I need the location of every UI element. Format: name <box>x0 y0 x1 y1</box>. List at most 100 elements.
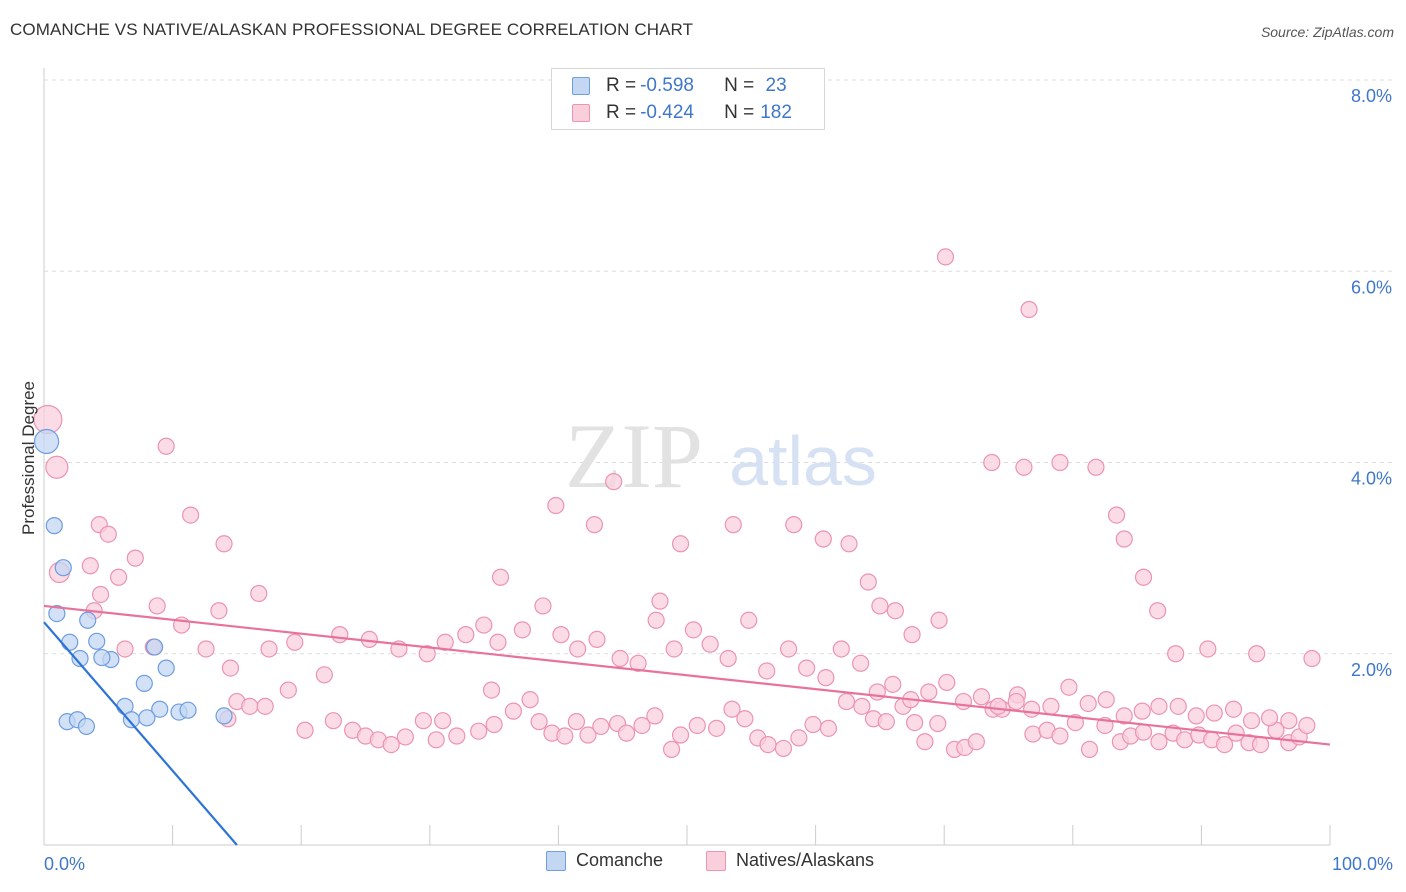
native-point <box>938 673 956 692</box>
legend-item-comanche[interactable]: Comanche <box>546 850 663 871</box>
native-point <box>569 640 587 658</box>
legend-n-value: 23 <box>760 75 787 96</box>
comanche-point <box>79 611 97 629</box>
comanche-point <box>88 632 106 650</box>
comanche-point <box>145 638 164 656</box>
native-point <box>647 611 665 629</box>
native-point <box>250 584 268 603</box>
y-tick-label: 2.0% <box>1351 660 1392 680</box>
native-point <box>1134 568 1153 586</box>
native-point <box>315 666 333 684</box>
native-point <box>547 496 565 515</box>
native-point <box>929 714 947 733</box>
native-point <box>853 697 871 715</box>
legend-row-native: R = -0.424 N = 182 <box>572 101 792 125</box>
native-point <box>1242 712 1261 730</box>
native-point <box>382 735 400 754</box>
native-point <box>396 728 414 746</box>
legend-swatch-native <box>572 104 590 122</box>
native-point <box>605 473 623 491</box>
native-point <box>785 516 803 534</box>
native-point <box>116 640 134 658</box>
y-tick-label: 8.0% <box>1351 86 1392 106</box>
native-point <box>967 733 985 751</box>
comanche-point <box>45 517 63 535</box>
native-point <box>701 635 719 653</box>
native-point <box>99 525 117 543</box>
native-point <box>886 602 904 620</box>
native-point <box>665 640 683 658</box>
native-point <box>482 681 501 699</box>
comanche-point <box>135 674 153 692</box>
native-point <box>1060 678 1078 696</box>
native-point <box>684 621 703 639</box>
native-point <box>804 715 822 734</box>
native-point <box>585 516 604 534</box>
x-tick-label: 100.0% <box>1332 854 1393 874</box>
native-point <box>832 640 850 658</box>
native-point <box>1079 694 1097 713</box>
native-point <box>457 626 475 644</box>
native-point <box>489 633 507 651</box>
native-point <box>1251 735 1270 754</box>
native-point <box>629 654 647 672</box>
native-point <box>331 626 349 644</box>
native-point <box>903 626 921 644</box>
native-point <box>256 697 274 715</box>
native-point <box>241 697 259 715</box>
native-point <box>790 729 808 747</box>
axes <box>43 68 1331 846</box>
native-point <box>1133 702 1151 720</box>
native-point <box>534 597 552 615</box>
legend-r-label: R = <box>606 102 637 123</box>
native-point <box>567 713 586 731</box>
comanche-point <box>179 701 197 719</box>
native-point <box>485 715 503 734</box>
series-legend: Comanche Natives/Alaskans <box>0 850 1406 878</box>
comanche-point <box>157 659 175 677</box>
native-point <box>592 717 610 736</box>
native-point <box>779 640 798 658</box>
y-tick-label: 4.0% <box>1351 469 1392 489</box>
legend-swatch-comanche <box>546 850 566 871</box>
native-point <box>671 535 690 553</box>
x-tick-label: 0.0% <box>44 854 85 874</box>
gridlines <box>44 79 1392 655</box>
y-axis-title: Professional Degree <box>19 381 38 535</box>
native-point <box>651 592 669 610</box>
native-point <box>1280 712 1298 730</box>
native-point <box>260 640 278 658</box>
native-point <box>109 568 128 586</box>
native-point <box>719 649 737 668</box>
native-point <box>1199 640 1217 658</box>
native-point <box>1051 727 1069 745</box>
native-point <box>617 724 636 742</box>
native-point <box>552 626 570 644</box>
watermark-atlas: atlas <box>729 422 877 500</box>
legend-item-native[interactable]: Natives/Alaskans <box>706 850 874 871</box>
native-point <box>688 716 706 735</box>
native-point <box>504 702 522 720</box>
native-point <box>427 731 445 749</box>
native-point <box>279 681 297 699</box>
native-point <box>840 535 858 553</box>
native-point <box>1087 458 1105 476</box>
native-point <box>1215 735 1234 754</box>
comanche-point <box>77 717 96 736</box>
native-point <box>1167 645 1185 663</box>
comanche-point <box>54 559 72 577</box>
comanche-point <box>61 633 79 651</box>
native-point <box>521 691 539 709</box>
native-point <box>837 692 856 711</box>
native-point <box>884 675 902 693</box>
native-trend-line <box>43 604 1331 746</box>
native-point <box>414 712 432 730</box>
native-point <box>671 726 690 744</box>
native-point <box>989 697 1007 715</box>
comanche-point <box>93 648 111 667</box>
legend-r-value: -0.598 <box>640 75 694 96</box>
axis-labels: 2.0% 4.0% 6.0% 8.0% 0.0% 100.0% <box>44 86 1393 874</box>
legend-swatch-native <box>706 850 726 871</box>
native-point <box>906 713 924 732</box>
